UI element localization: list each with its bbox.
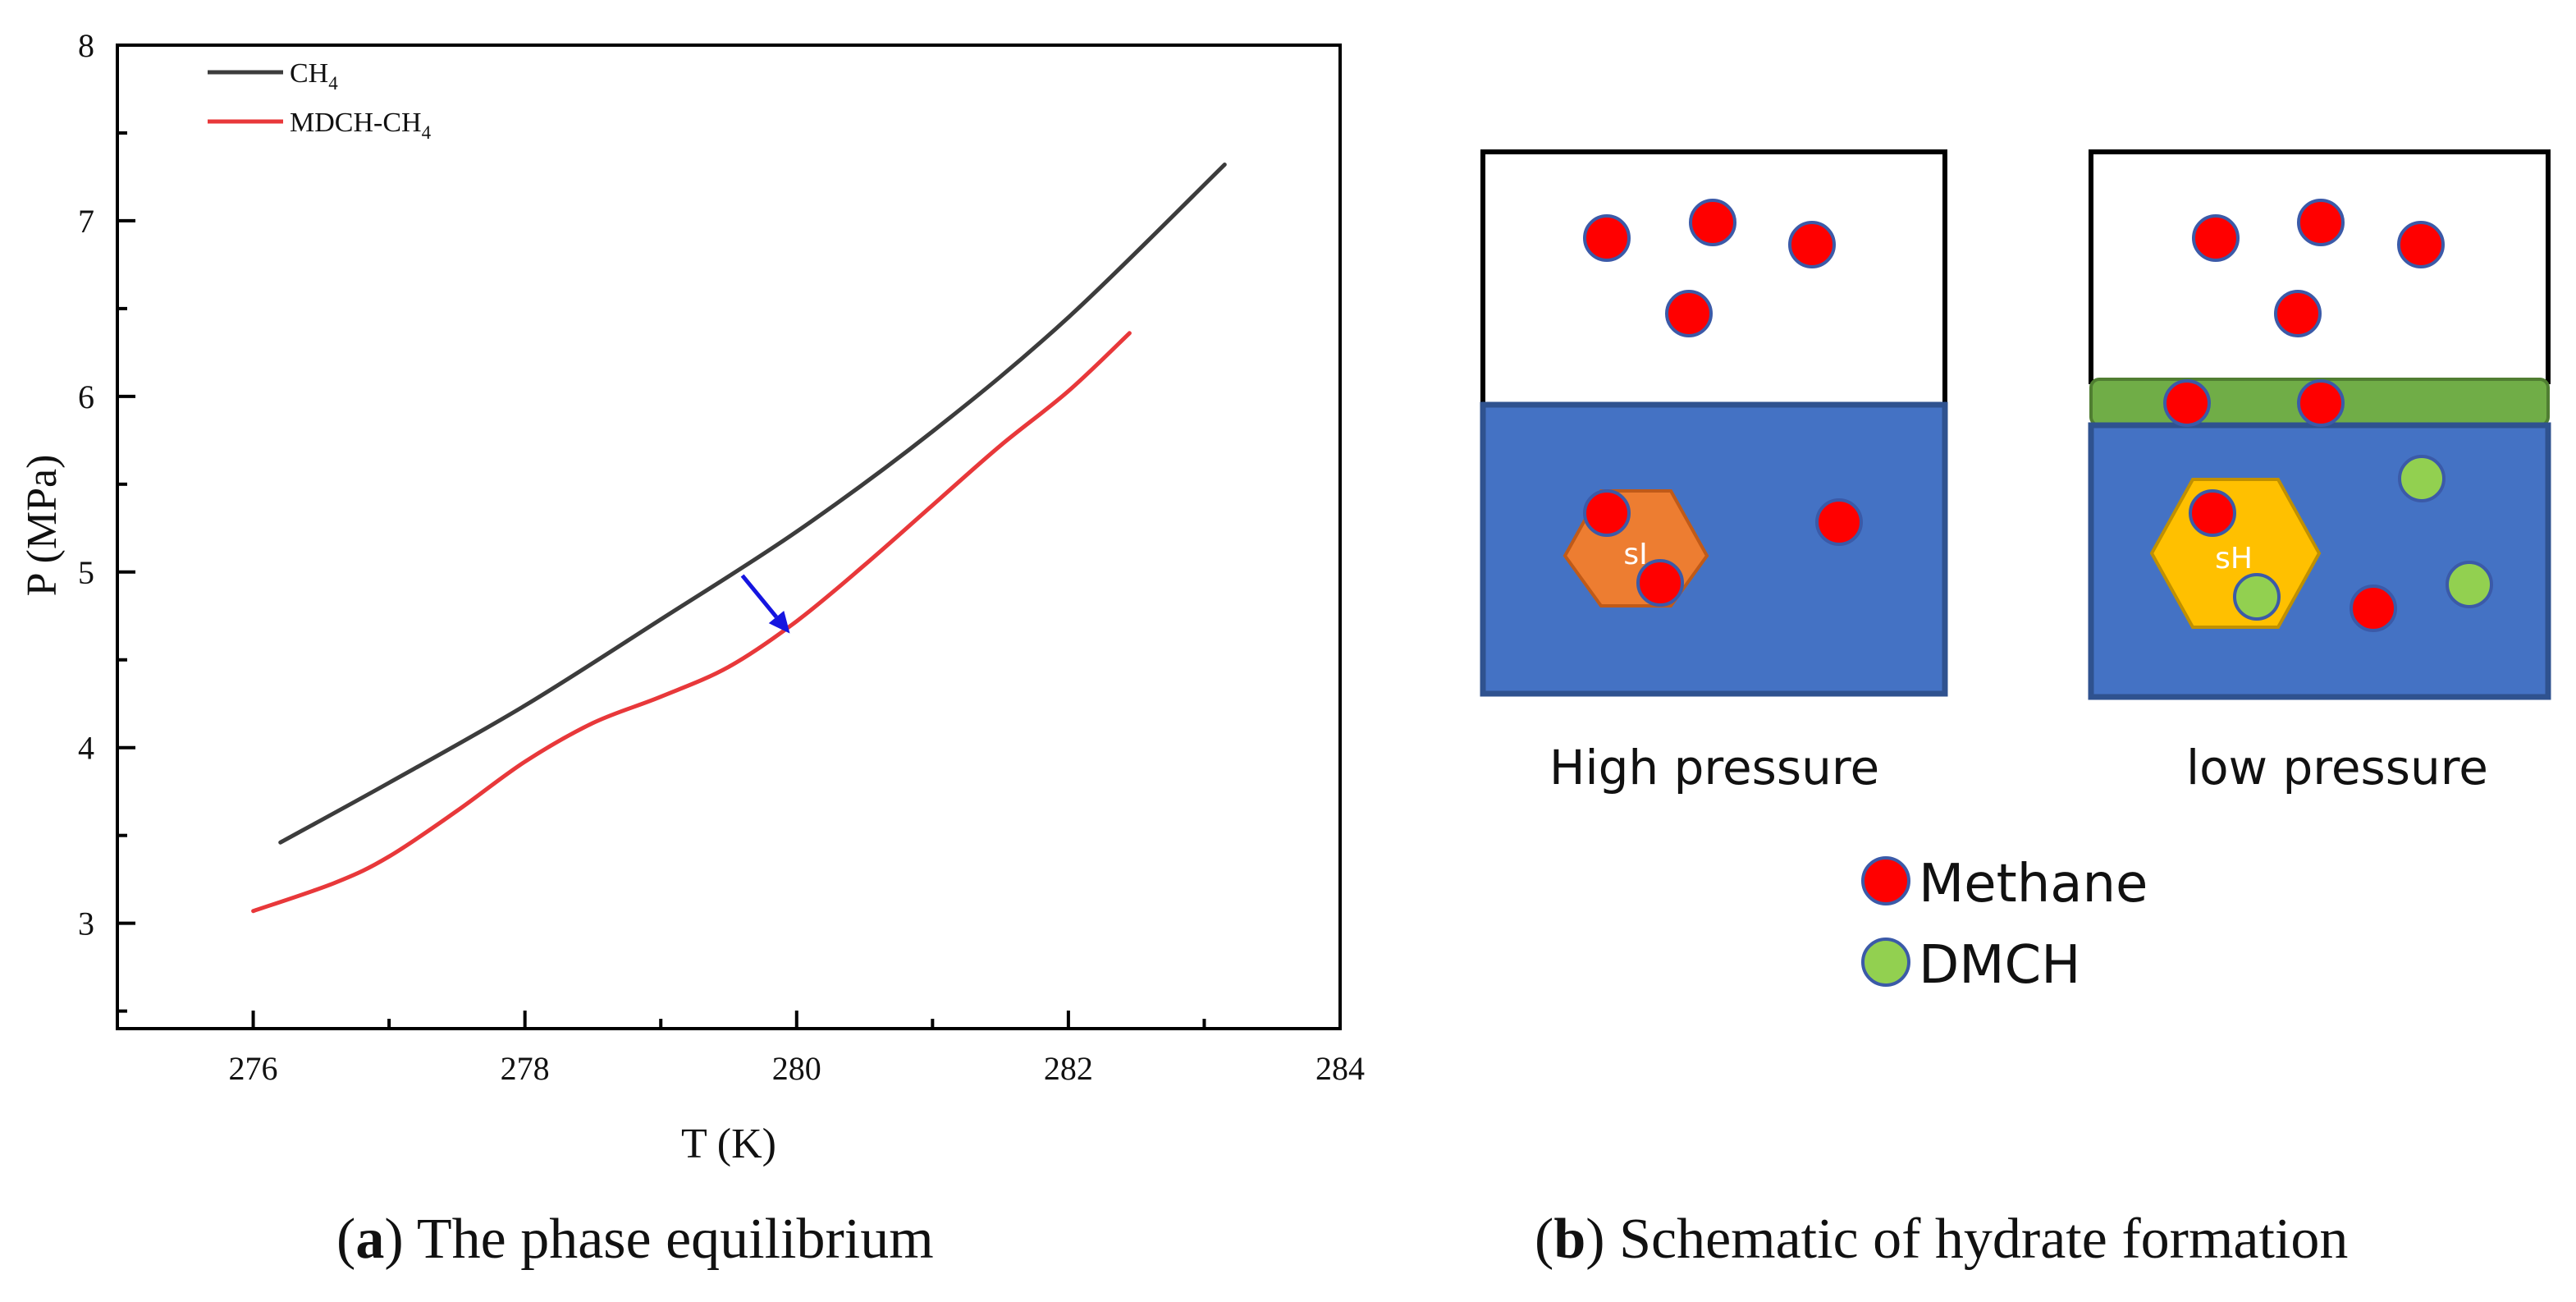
- axis-ticks: 276 278 280 282 284 3 4 5 6 7 8: [78, 27, 1365, 1087]
- chart-legend: CH4 MDCH-CH4: [208, 58, 432, 143]
- legend-label-ch4: CH4: [290, 58, 338, 94]
- methane-molecule: [1815, 498, 1863, 546]
- gas-phase-box: [1480, 149, 1947, 409]
- methane-molecule: [2192, 214, 2240, 262]
- caption-b: (b) Schematic of hydrate formation: [1535, 1208, 2349, 1271]
- methane-molecule: [2350, 585, 2397, 632]
- series-line-mdch-ch4: [251, 331, 1132, 914]
- x-tick-label: 278: [501, 1050, 550, 1087]
- high-pressure-label: High pressure: [1549, 740, 1879, 795]
- y-tick-label: 8: [78, 27, 94, 64]
- series-line-ch4: [278, 163, 1227, 845]
- y-axis-title: P (MPa): [19, 455, 66, 597]
- methane-molecule: [1788, 221, 1836, 268]
- methane-molecules: [1583, 199, 1863, 607]
- x-tick-label: 276: [229, 1050, 278, 1087]
- dmch-molecule: [2233, 573, 2281, 621]
- methane-molecule: [2297, 199, 2345, 246]
- caption-a-letter: a: [355, 1208, 385, 1271]
- caption-b-letter: b: [1553, 1208, 1586, 1271]
- y-tick-label: 6: [78, 378, 94, 415]
- sH-cage-label: sH: [2215, 542, 2253, 575]
- liquid-phase-box: [1480, 401, 1948, 697]
- methane-molecule: [2163, 379, 2211, 427]
- y-tick-label: 7: [78, 203, 94, 240]
- y-tick-label: 3: [78, 905, 94, 942]
- methane-molecule: [2397, 221, 2445, 268]
- x-tick-label: 282: [1044, 1050, 1093, 1087]
- caption-a-text: The phase equilibrium: [403, 1208, 934, 1271]
- methane-molecule: [1636, 559, 1684, 607]
- caption-a: (a) The phase equilibrium: [336, 1208, 934, 1271]
- caption-b-text: Schematic of hydrate formation: [1604, 1208, 2349, 1271]
- methane-molecule: [1583, 214, 1631, 262]
- dmch-molecule: [2446, 561, 2493, 608]
- y-tick-label: 5: [78, 554, 94, 591]
- y-tick-label: 4: [78, 730, 94, 767]
- schematic-legend: Methane DMCH: [1861, 854, 2148, 996]
- legend-label-mdch-ch4: MDCH-CH4: [290, 108, 432, 143]
- x-tick-label: 280: [772, 1050, 821, 1087]
- shift-arrow-shaft: [740, 574, 778, 619]
- methane-molecule: [1583, 489, 1631, 537]
- methane-legend-icon: [1861, 856, 1910, 905]
- low-pressure-container: sH low pressure: [2088, 149, 2551, 795]
- methane-molecule: [2189, 489, 2236, 537]
- methane-molecule: [2274, 290, 2322, 337]
- series-layer: [251, 163, 1227, 914]
- methane-molecule: [2297, 379, 2345, 427]
- x-tick-label: 284: [1315, 1050, 1365, 1087]
- dmch-molecule: [2398, 455, 2446, 502]
- phase-equilibrium-chart: 276 278 280 282 284 3 4 5 6 7 8 T (K) P (MPa) CH4 …: [19, 27, 1365, 1167]
- annotation-layer: [740, 574, 790, 634]
- x-axis-title: T (K): [681, 1121, 776, 1167]
- dmch-molecules: [2233, 455, 2493, 621]
- methane-molecule: [1665, 290, 1713, 337]
- sI-cage-label: sI: [1623, 538, 1647, 571]
- high-pressure-container: sI High pressure: [1480, 149, 1948, 795]
- methane-legend-label: Methane: [1919, 854, 2148, 915]
- gas-phase-box: [2089, 149, 2551, 384]
- hydrate-formation-schematic: sI High pressure sH: [1480, 149, 2551, 996]
- shift-arrow-head: [768, 610, 790, 634]
- methane-molecules: [2163, 199, 2445, 632]
- plot-frame: [116, 44, 1342, 1030]
- dmch-legend-icon: [1861, 938, 1910, 987]
- methane-molecule: [1689, 199, 1736, 246]
- low-pressure-label: low pressure: [2186, 740, 2488, 795]
- dmch-legend-label: DMCH: [1919, 935, 2080, 996]
